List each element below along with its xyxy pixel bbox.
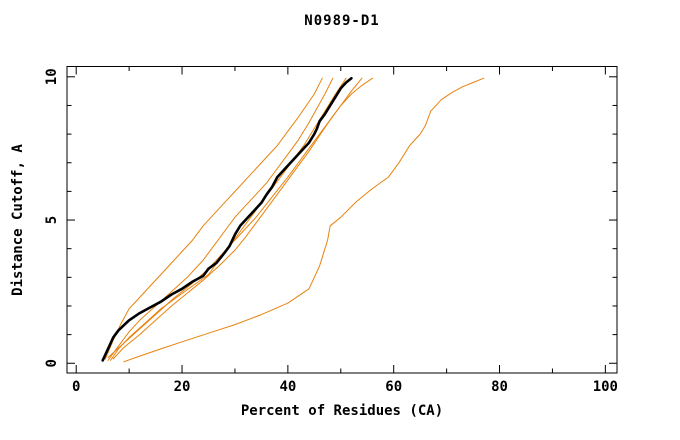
series-black-model-highlight — [101, 76, 353, 362]
series-orange-model-3 — [110, 77, 347, 361]
x-tick-label: 80 — [491, 379, 508, 395]
x-tick-label: 40 — [279, 379, 296, 395]
series-orange-model-6-outlier — [123, 77, 485, 363]
series-orange-model-1 — [104, 77, 323, 360]
series-orange-model-2 — [107, 77, 334, 361]
y-tick-label: 10 — [44, 68, 60, 85]
x-tick-label: 60 — [385, 379, 402, 395]
x-tick-label: 100 — [593, 379, 618, 395]
x-axis-label: Percent of Residues (CA) — [240, 403, 444, 419]
series-orange-model-4 — [112, 77, 363, 360]
plot-frame — [66, 66, 618, 374]
series-orange-model-5 — [107, 77, 373, 358]
y-tick-label: 5 — [44, 216, 60, 224]
y-tick-label: 0 — [44, 359, 60, 367]
x-tick-label: 20 — [174, 379, 191, 395]
x-tick-label: 0 — [72, 379, 80, 395]
chart-title: N0989-D1 — [304, 13, 380, 29]
